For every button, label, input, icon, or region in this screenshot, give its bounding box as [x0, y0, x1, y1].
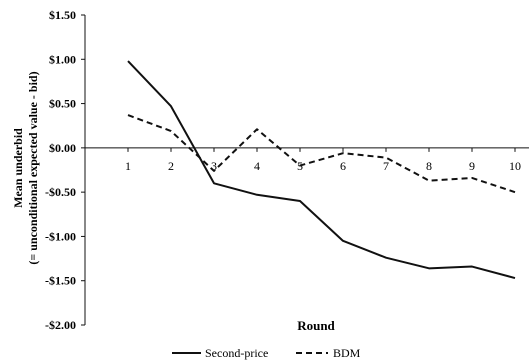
- y-axis: $1.50 $1.00 $0.50 $0.00 -$0.50 -$1.00 -$1.50 -$…: [45, 8, 86, 332]
- legend-label-second-price: Second-price: [205, 346, 268, 360]
- x-tick-label: 3: [211, 159, 217, 173]
- series-line-second-price: [127, 60, 516, 280]
- y-tick-label: $0.00: [49, 141, 76, 155]
- x-tick-label: 4: [254, 159, 260, 173]
- x-tick-label: 2: [168, 159, 174, 173]
- x-tick-label: 9: [469, 159, 475, 173]
- y-axis-label-line-1: Mean underbid: [11, 128, 25, 208]
- y-tick-label: -$0.50: [45, 185, 76, 199]
- y-tick-label: -$2.00: [45, 318, 76, 332]
- y-axis-label-line-2: (= unconditional expected value - bid): [26, 71, 40, 264]
- y-tick-label: $1.00: [49, 52, 76, 66]
- y-tick-label: $1.50: [49, 8, 76, 22]
- x-tick-label: 6: [340, 159, 346, 173]
- x-tick-label: 8: [426, 159, 432, 173]
- x-axis-label: Round: [297, 318, 335, 333]
- legend-label-bdm: BDM: [333, 346, 361, 360]
- y-tick-label: $0.50: [49, 97, 76, 111]
- series-line-bdm: [127, 114, 516, 194]
- series-lines: [127, 60, 516, 280]
- x-axis-ticks: 1 2 3 4 5 6 7 8 9 10: [84, 147, 529, 173]
- legend: Second-price BDM: [172, 346, 361, 360]
- x-tick-label: 1: [125, 159, 131, 173]
- x-tick-label: 7: [383, 159, 389, 173]
- y-tick-label: -$1.00: [45, 229, 76, 243]
- x-tick-label: 10: [509, 159, 521, 173]
- y-tick-label: -$1.50: [45, 274, 76, 288]
